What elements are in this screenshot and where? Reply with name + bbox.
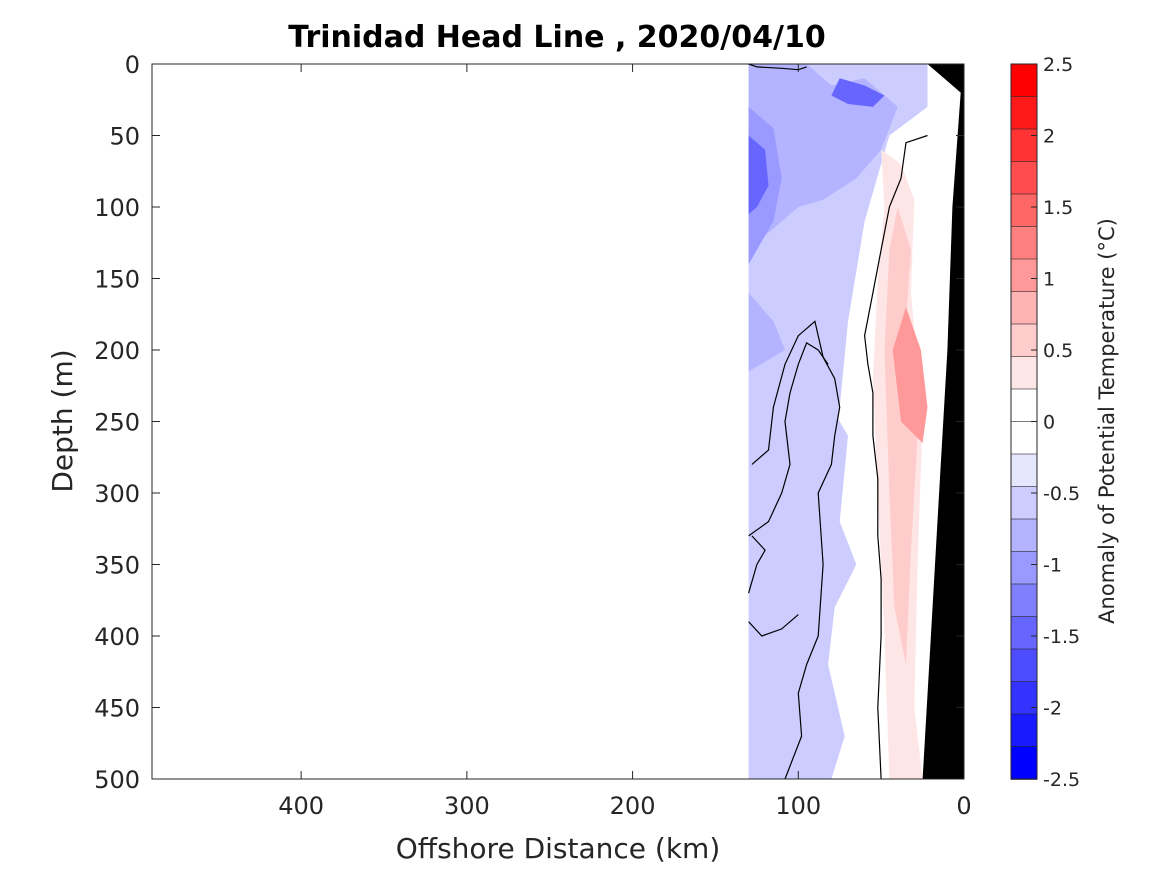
y-axis-label: Depth (m) bbox=[46, 349, 79, 492]
y-tick-label: 0 bbox=[125, 51, 140, 79]
colorbar-swatch bbox=[1010, 551, 1038, 585]
colorbar-tick-label: -2.5 bbox=[1043, 769, 1080, 791]
zero-contour-line-4 bbox=[748, 535, 766, 594]
y-tick-label: 50 bbox=[109, 123, 140, 151]
zero-contour-line-1 bbox=[863, 134, 928, 780]
colorbar-tick-label: -1 bbox=[1043, 555, 1062, 577]
x-tick-label: 400 bbox=[278, 792, 324, 820]
colorbar-swatch bbox=[1010, 421, 1038, 455]
y-tick-label: 100 bbox=[94, 194, 140, 222]
colorbar-swatch bbox=[1010, 616, 1038, 650]
colorbar-frame bbox=[1010, 63, 1038, 780]
colorbar-tick-label: 1.5 bbox=[1043, 197, 1073, 219]
colorbar-swatch bbox=[1010, 258, 1038, 293]
x-tick-label: 300 bbox=[444, 792, 490, 820]
seafloor-polygon bbox=[922, 64, 964, 779]
zero-contour-line-0 bbox=[748, 63, 807, 71]
y-tick-label: 350 bbox=[94, 552, 140, 580]
plot-area bbox=[151, 63, 965, 780]
colorbar-tick-label: 0 bbox=[1043, 412, 1055, 434]
colorbar-swatch bbox=[1011, 64, 1037, 97]
colorbar-swatch bbox=[1010, 518, 1038, 553]
zero-contour-line-5 bbox=[748, 614, 799, 637]
zero-contour-line-3 bbox=[748, 342, 829, 537]
anomaly-region-1 bbox=[748, 64, 898, 250]
y-tick-label: 450 bbox=[94, 695, 140, 723]
colorbar-label: Anomaly of Potential Temperature (°C) bbox=[1095, 218, 1119, 624]
x-axis-ticks: 400 300 200 100 0 bbox=[278, 64, 972, 820]
colorbar-swatch bbox=[1010, 713, 1038, 748]
seafloor-mask bbox=[922, 64, 964, 779]
y-tick-label: 300 bbox=[94, 480, 140, 508]
anomaly-region-9 bbox=[892, 307, 928, 443]
colorbar-swatch bbox=[1010, 453, 1038, 488]
colorbar-swatch bbox=[1010, 486, 1038, 520]
anomaly-regions bbox=[748, 64, 928, 780]
colorbar-swatch bbox=[1010, 291, 1038, 325]
zero-contours bbox=[748, 63, 928, 780]
colorbar-tick-label: 0.5 bbox=[1043, 340, 1073, 362]
colorbar-swatch bbox=[1010, 323, 1038, 358]
anomaly-region-5 bbox=[748, 292, 785, 372]
colorbar-swatch bbox=[1010, 746, 1038, 780]
x-tick-label: 200 bbox=[610, 792, 656, 820]
colorbar-swatch bbox=[1010, 648, 1038, 683]
anomaly-region-4 bbox=[831, 78, 885, 107]
x-tick-label: 100 bbox=[775, 792, 821, 820]
colorbar-swatch bbox=[1010, 681, 1038, 715]
colorbar-swatch bbox=[1010, 96, 1038, 130]
y-tick-label: 400 bbox=[94, 623, 140, 651]
y-tick-label: 150 bbox=[94, 266, 140, 294]
x-tick-label: 0 bbox=[956, 792, 971, 820]
y-axis-ticks: 0 50 100 150 200 250 300 350 400 450 500 bbox=[94, 51, 964, 794]
colorbar-swatch bbox=[1010, 388, 1038, 423]
x-axis-label: Offshore Distance (km) bbox=[396, 832, 721, 865]
colorbar-tick-label: -0.5 bbox=[1043, 483, 1080, 505]
colorbar: 2.5 2 1.5 1 0.5 0 -0.5 -1 -1.5 -2 -2.5 Anomaly of … bbox=[1010, 54, 1119, 791]
anomaly-region-8 bbox=[884, 207, 918, 665]
anomaly-region-3 bbox=[748, 135, 769, 215]
colorbar-ticks: 2.5 2 1.5 1 0.5 0 -0.5 -1 -1.5 -2 -2.5 bbox=[1031, 54, 1080, 791]
y-tick-label: 250 bbox=[94, 409, 140, 437]
colorbar-swatch bbox=[1010, 161, 1038, 195]
colorbar-tick-label: 2.5 bbox=[1043, 54, 1073, 76]
colorbar-tick-label: 1 bbox=[1043, 269, 1055, 291]
colorbar-swatch bbox=[1010, 583, 1038, 618]
zero-contour-line-2 bbox=[751, 320, 841, 780]
colorbar-swatch bbox=[1010, 226, 1038, 260]
colorbar-tick-label: -2 bbox=[1043, 698, 1062, 720]
y-tick-label: 200 bbox=[94, 337, 140, 365]
y-tick-label: 500 bbox=[94, 766, 140, 794]
colorbar-swatch bbox=[1010, 128, 1038, 163]
chart-title: Trinidad Head Line , 2020/04/10 bbox=[288, 20, 825, 55]
colorbar-swatch bbox=[1010, 193, 1038, 228]
colorbar-tick-label: 2 bbox=[1043, 126, 1055, 148]
colorbar-tick-label: -1.5 bbox=[1043, 626, 1080, 648]
colorbar-swatch bbox=[1010, 356, 1038, 390]
